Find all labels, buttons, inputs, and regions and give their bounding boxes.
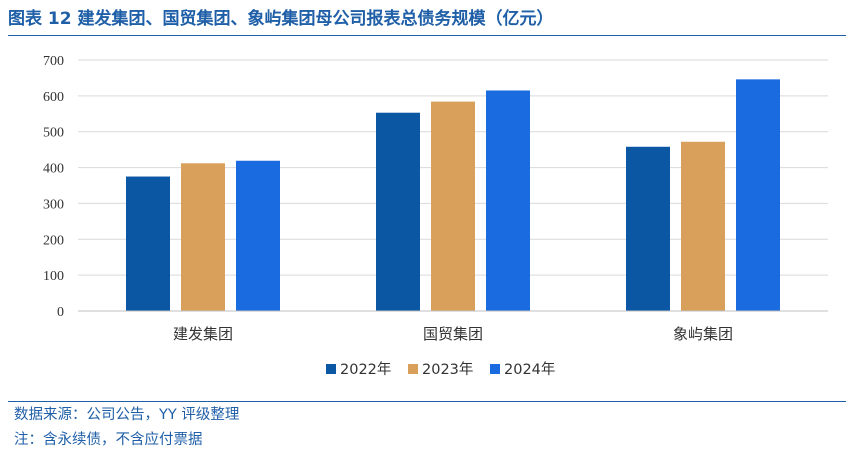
legend-swatch: [408, 364, 418, 374]
y-tick-label: 600: [43, 90, 64, 105]
y-tick-label: 500: [43, 126, 64, 141]
y-tick-label: 300: [43, 197, 64, 212]
bars: [126, 79, 780, 312]
y-tick-label: 400: [43, 162, 64, 177]
legend-swatch: [326, 364, 336, 374]
bar: [486, 90, 530, 311]
bar: [681, 141, 725, 311]
figure-title: 图表 12 建发集团、国贸集团、象屿集团母公司报表总债务规模（亿元）: [8, 9, 554, 29]
title-divider: [8, 35, 846, 36]
legend-swatch: [490, 364, 500, 374]
y-tick-label: 100: [43, 269, 64, 284]
legend-label: 2023年: [422, 361, 473, 378]
y-tick-label: 700: [43, 54, 64, 69]
bar: [431, 101, 475, 311]
bar: [181, 163, 225, 311]
bar: [626, 146, 670, 311]
legend-label: 2024年: [504, 361, 555, 378]
x-tick-label: 建发集团: [173, 325, 233, 343]
x-tick-label: 国贸集团: [423, 325, 483, 343]
axes: 0 100 200 300 400 500 600 700 建发集团 国贸集团 象屿集团: [43, 54, 828, 343]
remark-note: 注：含永续债，不含应付票据: [14, 432, 203, 448]
y-tick-label: 0: [57, 305, 64, 320]
source-note: 数据来源：公司公告，YY 评级整理: [14, 407, 240, 423]
bar: [236, 160, 280, 311]
legend: 2022年 2023年 2024年: [326, 361, 555, 378]
bar-chart: 0 100 200 300 400 500 600 700 建发集团 国贸集团 象屿集团 2022年…: [43, 54, 828, 378]
y-tick-label: 200: [43, 233, 64, 248]
bar: [126, 176, 170, 311]
legend-label: 2022年: [340, 361, 391, 378]
footer-divider: [8, 401, 846, 402]
bar: [736, 79, 780, 311]
bar: [376, 112, 420, 312]
x-tick-label: 象屿集团: [673, 325, 733, 343]
